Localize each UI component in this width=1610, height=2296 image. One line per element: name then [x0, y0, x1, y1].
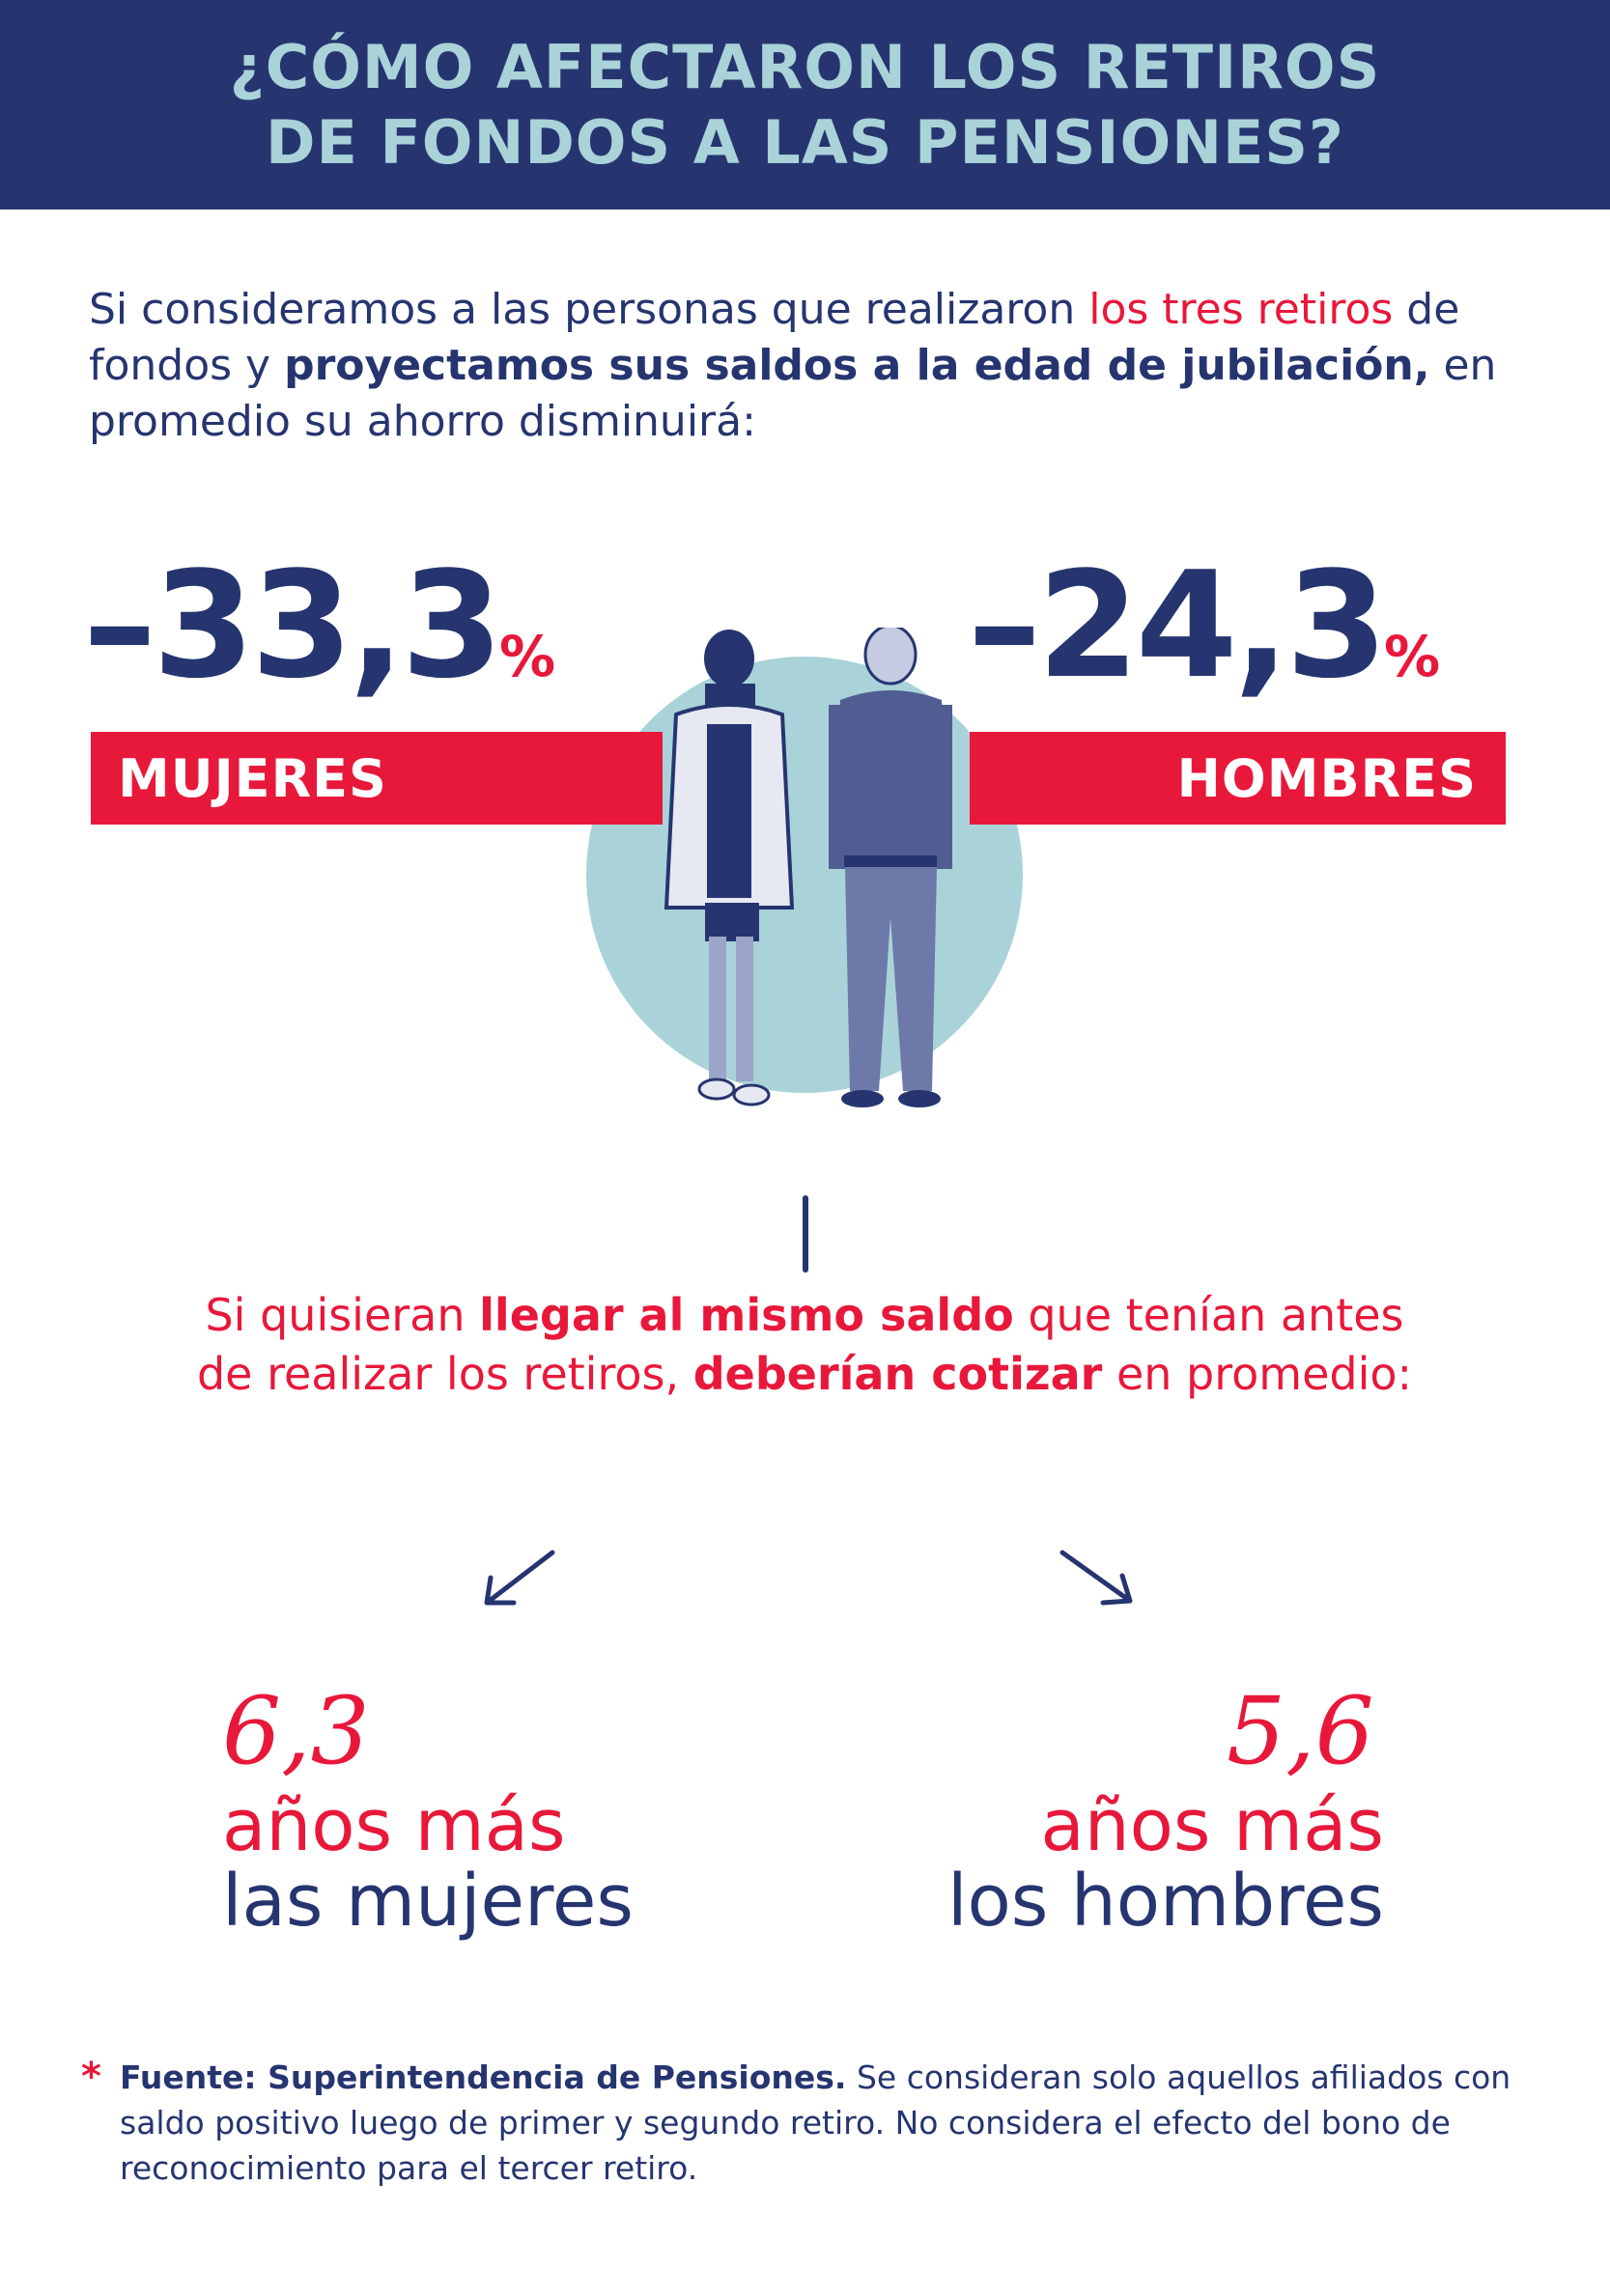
intro-text-2: de fondos y [89, 285, 1460, 390]
page-title-line-2: DE FONDOS A LAS PENSIONES? [265, 106, 1345, 178]
men-years-label: años más los hombres [947, 1788, 1384, 1939]
men-label: HOMBRES [1176, 747, 1477, 809]
intro-text-1: Si consideramos a las personas que reali… [89, 285, 1089, 334]
intro-text-3: en promedio su ahorro disminuirá: [89, 341, 1497, 446]
intro-highlight: los tres retiros [1088, 285, 1394, 334]
men-band: HOMBRES [970, 732, 1506, 825]
page-title-line-1: ¿CÓMO AFECTARON LOS RETIROS [229, 31, 1381, 102]
footnote-detail: Se consideran solo aquellos afiliados co… [120, 2058, 1511, 2187]
men-years-line-2: los hombres [946, 1860, 1384, 1943]
men-decrease-value: –24,3% [968, 548, 1440, 734]
women-years-label: años más las mujeres [222, 1788, 634, 1939]
page-header: ¿CÓMO AFECTARON LOS RETIROS DE FONDOS A … [0, 0, 1610, 210]
women-years-value: 6,3 [222, 1677, 370, 1785]
women-decrease-number: –33,3 [83, 540, 503, 711]
footnote-text: Fuente: Superintendencia de Pensiones. S… [120, 2055, 1539, 2191]
women-years-line-2: las mujeres [222, 1860, 634, 1943]
men-years-value: 5,6 [1227, 1677, 1374, 1785]
men-years-line-1: años más [1040, 1784, 1384, 1867]
women-band: MUJERES [91, 732, 663, 825]
man-figure [829, 628, 952, 1107]
men-decrease-number: –24,3 [968, 540, 1388, 711]
asterisk-icon: * [81, 2055, 101, 2099]
middle-text-1: Si quisieran [205, 1289, 480, 1341]
intro-bold: proyectamos sus saldos a la edad de jubi… [284, 341, 1430, 390]
middle-paragraph: Si quisieran llegar al mismo saldo que t… [177, 1286, 1432, 1404]
men-percent-sign: % [1384, 624, 1441, 689]
women-years-line-1: años más [222, 1784, 566, 1867]
people-photo [664, 628, 952, 1107]
middle-bold-1: llegar al mismo saldo [479, 1289, 1014, 1341]
women-percent-sign: % [499, 624, 556, 689]
footnote-source: Fuente: Superintendencia de Pensiones. [120, 2058, 847, 2096]
source-footnote: * Fuente: Superintendencia de Pensiones.… [81, 2055, 1539, 2191]
middle-text-2: que tenían antes de realizar los retiros… [196, 1289, 1404, 1400]
women-decrease-value: –33,3% [83, 548, 555, 734]
middle-text-3: en promedio: [1102, 1348, 1413, 1400]
arrow-down-right-icon [1059, 1550, 1133, 1606]
middle-bold-2: deberían cotizar [692, 1348, 1103, 1400]
arrow-down-left-icon [484, 1550, 555, 1606]
woman-figure [664, 630, 795, 1106]
vertical-divider [803, 1195, 808, 1273]
intro-paragraph: Si consideramos a las personas que reali… [89, 282, 1538, 450]
women-label: MUJERES [118, 747, 387, 809]
